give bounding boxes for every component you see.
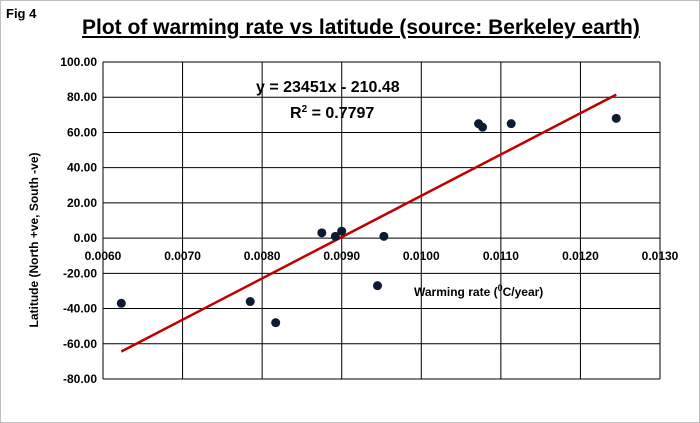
r-squared-annotation: R2 = 0.7797 [290, 104, 374, 122]
x-tick-label: 0.0130 [642, 249, 679, 263]
trendline-equation: y = 23451x - 210.48 [256, 79, 400, 96]
x-tick-labels: 0.0060 0.0070 0.0080 0.0090 0.0100 0.0110 0.01… [85, 249, 679, 263]
x-axis-label: Warming rate (0C/year) [414, 283, 543, 299]
x-tick-label: 0.0100 [403, 249, 440, 263]
data-point [373, 281, 383, 291]
data-point [330, 231, 340, 241]
chart-title: Plot of warming rate vs latitude (source… [82, 16, 640, 39]
data-point [611, 113, 621, 123]
y-tick-label: -60.00 [63, 337, 97, 351]
x-tick-label: 0.0080 [244, 249, 281, 263]
trendline-layer [120, 93, 617, 353]
y-tick-label: 20.00 [67, 196, 97, 210]
y-tick-label: 100.00 [60, 55, 97, 69]
x-axis-label-prefix: Warming rate ( [414, 285, 498, 299]
data-point [337, 226, 347, 236]
x-tick-label: 0.0070 [164, 249, 201, 263]
data-point [379, 231, 389, 241]
x-tick-label: 0.0110 [483, 249, 519, 263]
grid-lines [102, 61, 661, 380]
x-tick-label: 0.0060 [85, 249, 122, 263]
data-point [506, 119, 516, 129]
data-point [116, 298, 126, 308]
y-tick-label: 60.00 [67, 125, 97, 139]
x-tick-label: 0.0090 [323, 249, 360, 263]
y-tick-label: 40.00 [67, 161, 97, 175]
x-tick-label: 0.0120 [562, 249, 599, 263]
y-tick-label: -40.00 [63, 302, 97, 316]
x-axis-label-degree: 0 [498, 283, 503, 293]
y-tick-labels: -80.00 -60.00 -40.00 -20.00 0.00 20.00 40.00 60… [60, 55, 97, 386]
y-tick-label: 80.00 [67, 90, 97, 104]
r-squared-value: = 0.7797 [307, 105, 374, 122]
r-squared-symbol: R [290, 105, 302, 122]
y-tick-label: 0.00 [74, 231, 98, 245]
y-tick-label: -80.00 [63, 372, 97, 386]
figure-label: Fig 4 [6, 6, 37, 21]
data-point [478, 122, 488, 132]
trendline [120, 93, 617, 353]
y-axis-label: Latitude (North +ve, South -ve) [27, 152, 41, 327]
data-point [245, 297, 255, 307]
x-axis-label-suffix: C/year) [503, 285, 544, 299]
r-squared-superscript: 2 [302, 104, 308, 115]
data-points [116, 113, 621, 328]
data-point [271, 318, 281, 328]
y-tick-label: -20.00 [63, 266, 97, 280]
data-point [317, 228, 327, 238]
